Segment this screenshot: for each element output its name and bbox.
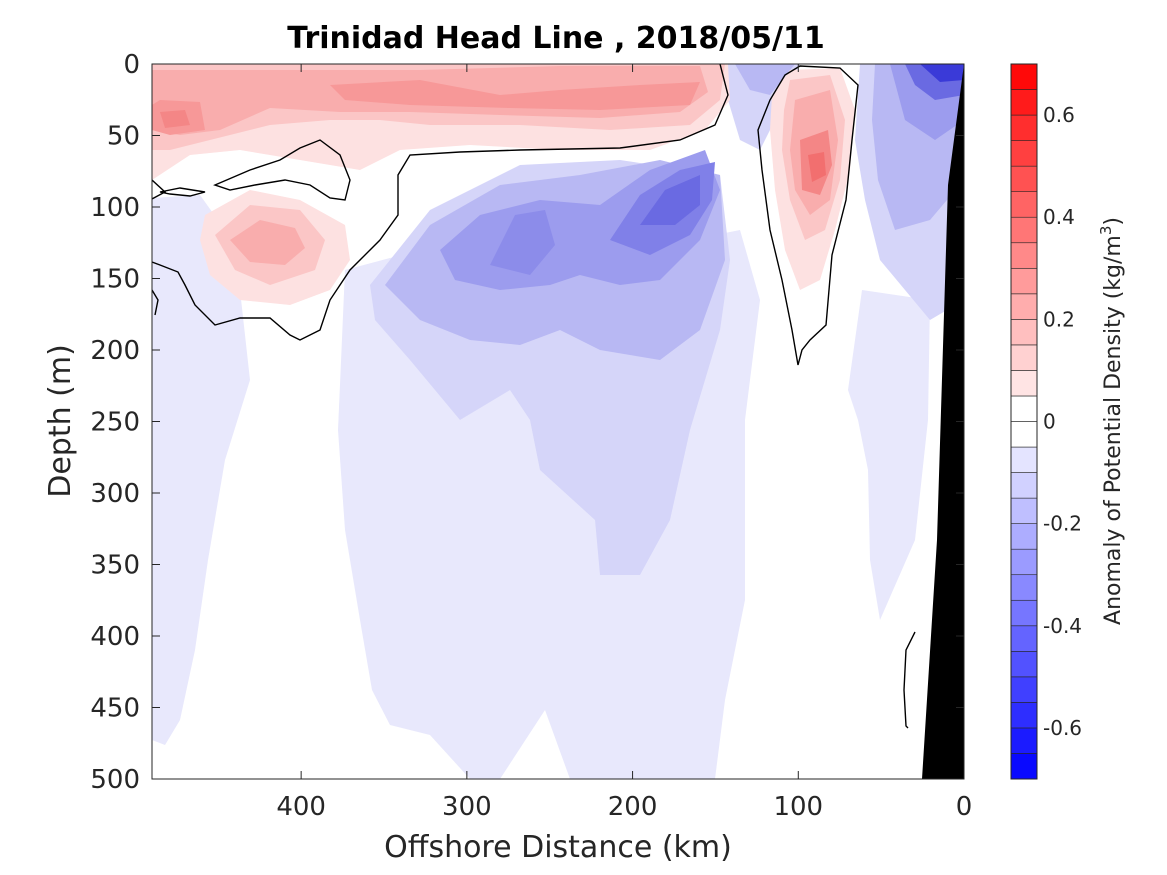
y-tick-label: 500 bbox=[90, 765, 140, 795]
plot-area bbox=[152, 64, 964, 779]
colorbar-bin bbox=[1010, 293, 1038, 320]
colorbar-tick-label: 0.2 bbox=[1043, 307, 1075, 331]
colorbar-bin bbox=[1010, 319, 1038, 346]
colorbar-bin bbox=[1010, 651, 1038, 678]
colorbar-bin bbox=[1010, 63, 1038, 90]
colorbar-bin bbox=[1010, 191, 1038, 218]
x-axis-label: Offshore Distance (km) bbox=[384, 830, 732, 865]
colorbar-bin bbox=[1010, 497, 1038, 524]
y-tick-label: 250 bbox=[90, 408, 140, 438]
x-tick-label: 200 bbox=[608, 792, 658, 822]
colorbar-bin bbox=[1010, 446, 1038, 473]
anomaly-field-subsurface-positive bbox=[200, 190, 350, 305]
colorbar-bin bbox=[1010, 625, 1038, 652]
colorbar-bin bbox=[1010, 676, 1038, 703]
colorbar-bin bbox=[1010, 421, 1038, 448]
chart-title: Trinidad Head Line , 2018/05/11 bbox=[287, 21, 824, 56]
x-tick-label: 100 bbox=[773, 792, 823, 822]
zero-contour bbox=[152, 64, 916, 729]
y-tick-label: 100 bbox=[90, 193, 140, 223]
anomaly-field-deep-negative bbox=[440, 150, 720, 290]
y-tick-label: 200 bbox=[90, 336, 140, 366]
colorbar-bin bbox=[1010, 472, 1038, 499]
y-tick-label: 50 bbox=[107, 122, 140, 152]
x-axis: 400 300 200 100 0 bbox=[276, 64, 972, 822]
bathymetry bbox=[922, 64, 964, 779]
colorbar-bin bbox=[1010, 599, 1038, 627]
colorbar-label-main: Anomaly of Potential Density (kg/m bbox=[1101, 235, 1126, 625]
colorbar: -0.6 -0.4 -0.2 0 0.2 0.4 0.6 bbox=[1010, 63, 1082, 780]
colorbar-bin bbox=[1010, 702, 1038, 729]
colorbar-bin bbox=[1010, 216, 1038, 244]
colorbar-bin bbox=[1010, 114, 1038, 141]
y-tick-label: 300 bbox=[90, 479, 140, 509]
y-tick-label: 0 bbox=[123, 50, 140, 80]
colorbar-label: Anomaly of Potential Density (kg/m3) bbox=[1097, 217, 1126, 625]
anomaly-field-coastal-positive bbox=[770, 68, 855, 290]
colorbar-bin bbox=[1010, 523, 1038, 550]
y-axis: 0 50 100 150 200 250 300 350 400 450 500 bbox=[90, 50, 964, 795]
x-tick-label: 0 bbox=[956, 792, 973, 822]
colorbar-bin bbox=[1010, 574, 1038, 601]
y-tick-label: 350 bbox=[90, 551, 140, 581]
colorbar-bin bbox=[1010, 165, 1038, 192]
colorbar-bin bbox=[1010, 140, 1038, 167]
colorbar-bin bbox=[1010, 344, 1038, 371]
colorbar-label-end: ) bbox=[1101, 217, 1126, 226]
y-tick-label: 450 bbox=[90, 694, 140, 724]
colorbar-tick-label: -0.4 bbox=[1043, 614, 1082, 638]
colorbar-bin bbox=[1010, 267, 1038, 295]
colorbar-bin bbox=[1010, 395, 1038, 422]
y-tick-label: 400 bbox=[90, 622, 140, 652]
colorbar-label-superscript: 3 bbox=[1097, 226, 1115, 236]
x-tick-label: 400 bbox=[276, 792, 326, 822]
colorbar-bin bbox=[1010, 727, 1038, 754]
colorbar-tick-label: 0.6 bbox=[1043, 103, 1075, 127]
colorbar-tick-label: -0.6 bbox=[1043, 716, 1082, 740]
y-tick-label: 150 bbox=[90, 265, 140, 295]
colorbar-tick-label: -0.2 bbox=[1043, 512, 1082, 536]
colorbar-frame bbox=[1010, 63, 1038, 780]
anomaly-field-coastal-negative bbox=[725, 64, 964, 320]
anomaly-field-surface-positive bbox=[152, 64, 730, 180]
colorbar-bin bbox=[1010, 89, 1038, 116]
colorbar-bin bbox=[1010, 548, 1038, 576]
colorbar-bin bbox=[1010, 370, 1038, 397]
colorbar-tick-label: 0.4 bbox=[1043, 205, 1075, 229]
colorbar-bin bbox=[1010, 753, 1038, 780]
y-axis-label: Depth (m) bbox=[43, 344, 78, 498]
colorbar-tick-label: 0 bbox=[1043, 410, 1056, 434]
x-tick-label: 300 bbox=[442, 792, 492, 822]
colorbar-bin bbox=[1010, 242, 1038, 269]
